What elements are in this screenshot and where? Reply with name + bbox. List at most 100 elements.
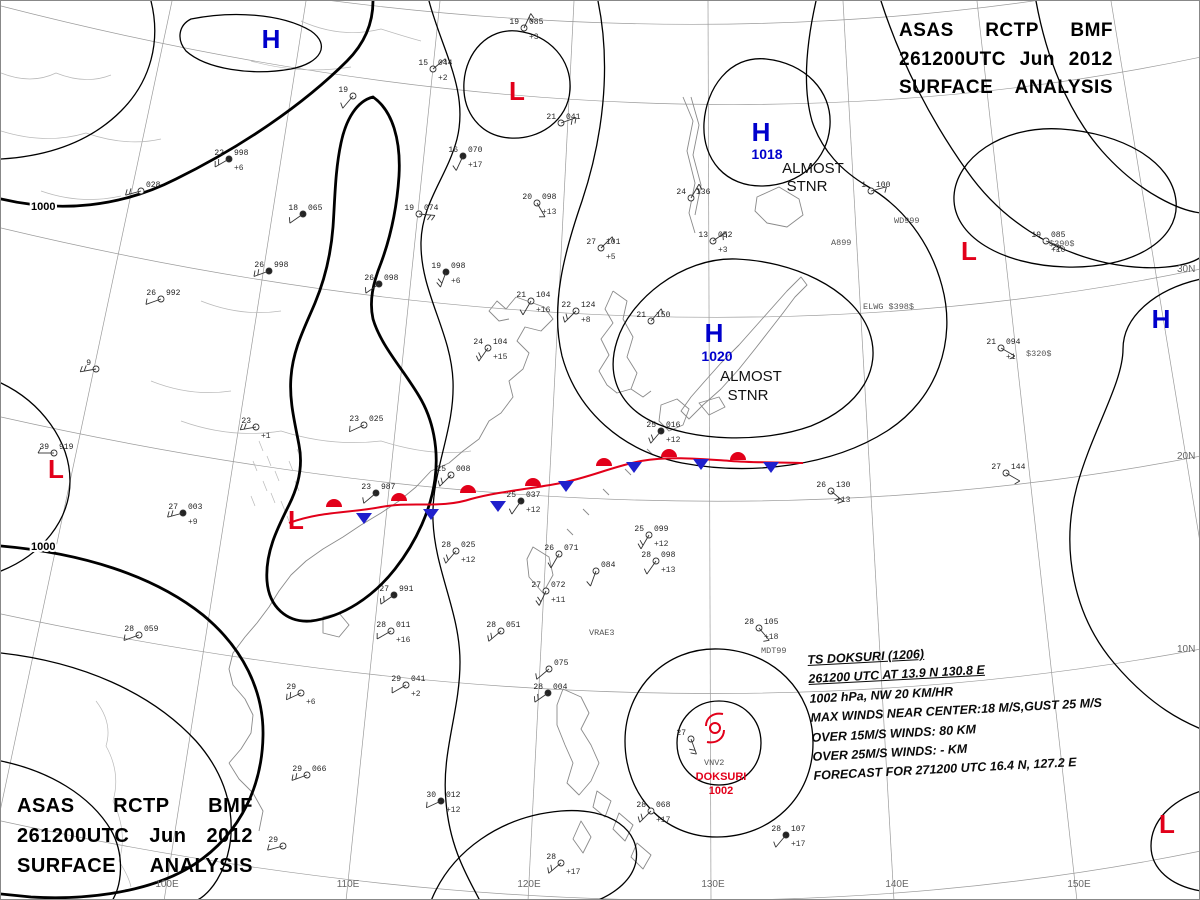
cold-front-marker [626, 462, 642, 473]
graticule-line [527, 1, 575, 899]
svg-text:150: 150 [656, 311, 671, 320]
station-plot: 22 998 +6 [214, 149, 248, 173]
terrain-line [180, 420, 472, 453]
svg-text:025: 025 [461, 541, 476, 550]
station-plot: 27 144 [991, 463, 1026, 485]
isobar-thin [1, 382, 71, 572]
svg-text:008: 008 [456, 465, 471, 474]
svg-text:066: 066 [312, 765, 327, 774]
svg-text:+12: +12 [526, 506, 541, 515]
isobar-thin [1069, 278, 1199, 729]
svg-text:074: 074 [424, 204, 439, 213]
station-plot: 25 016 +12 [646, 421, 680, 445]
svg-text:+17: +17 [566, 868, 581, 877]
svg-text:044: 044 [438, 59, 453, 68]
svg-text:28: 28 [546, 853, 556, 862]
svg-text:+12: +12 [446, 806, 461, 815]
svg-text:998: 998 [234, 149, 249, 158]
svg-text:998: 998 [274, 261, 289, 270]
graticule-line [842, 1, 895, 899]
high-pressure-symbol: H [752, 117, 771, 147]
svg-text:+17: +17 [791, 840, 806, 849]
station-plot: 26 992 [145, 289, 181, 305]
graticule-line [163, 1, 307, 899]
svg-text:29: 29 [292, 765, 302, 774]
svg-text:28: 28 [486, 621, 496, 630]
station-plot: 27 101 +5 [586, 236, 621, 262]
svg-text:052: 052 [718, 231, 733, 240]
station-plot: 19 074 [404, 204, 439, 221]
annotation-text: WD999 [894, 216, 920, 226]
svg-text:+12: +12 [461, 556, 476, 565]
svg-text:13: 13 [698, 231, 708, 240]
station-plot: 084 [586, 561, 616, 587]
station-plot: 075 [535, 659, 569, 680]
title-block-bottom-left: ASAS RCTP BMF 261200UTC Jun 2012 SURFACE ANAL… [17, 791, 253, 881]
station-plot: 25 099 +12 [634, 525, 669, 550]
svg-text:070: 070 [468, 146, 483, 155]
cold-front-marker [356, 513, 372, 524]
svg-text:094: 094 [1006, 338, 1021, 347]
svg-text:011: 011 [396, 621, 411, 630]
svg-text:19: 19 [404, 204, 414, 213]
svg-text:+8: +8 [581, 316, 591, 325]
svg-text:098: 098 [661, 551, 676, 560]
high-pressure-symbol: H [1152, 304, 1171, 334]
system-label: ALMOST [782, 160, 844, 177]
svg-text:28: 28 [641, 551, 651, 560]
isobar-thin [420, 1, 480, 899]
terrain-line [200, 300, 282, 313]
longitude-label: 100E [155, 879, 179, 890]
station-plot: 21 094 +1 [986, 338, 1020, 362]
svg-text:15: 15 [418, 59, 428, 68]
station-plot: 26 130 +13 [816, 481, 850, 505]
graticule-line [345, 1, 441, 899]
station-plot: 29 [267, 836, 287, 851]
annotation-text: VRAE3 [589, 628, 615, 638]
coastline [698, 396, 726, 416]
isobar-value-label: 1000 [31, 201, 55, 213]
svg-text:28: 28 [441, 541, 451, 550]
graticule-line [1, 613, 1199, 694]
high-pressure-symbol: H [705, 318, 724, 348]
svg-text:105: 105 [764, 618, 779, 627]
annotation-text: $320$ [1026, 349, 1052, 359]
svg-text:068: 068 [656, 801, 671, 810]
low-pressure-symbol: L [961, 236, 977, 266]
chart-type-line: SURFACE ANALYSIS [899, 77, 1113, 98]
station-plot: 21 150 [636, 308, 671, 325]
svg-text:29: 29 [391, 675, 401, 684]
svg-text:1: 1 [861, 181, 866, 190]
system-label: STNR [728, 387, 769, 404]
chart-id-line: ASAS RCTP BMF [17, 795, 253, 817]
system-label: STNR [787, 178, 828, 195]
station-plot: 28 004 [533, 683, 568, 703]
svg-text:107: 107 [791, 825, 806, 834]
svg-text:098: 098 [451, 262, 466, 271]
station-plot: 19 098 +6 [431, 262, 466, 288]
station-plot: 26 098 [364, 274, 399, 294]
svg-text:101: 101 [606, 238, 621, 247]
svg-text:19: 19 [509, 18, 519, 27]
annotation-text: MDT99 [761, 646, 787, 656]
svg-text:27: 27 [531, 581, 541, 590]
annotation-text: A899 [831, 238, 851, 248]
station-plot: 19 085 +10 [1031, 231, 1065, 255]
stationary-front [288, 449, 804, 524]
station-plot: 19 085 +3 [509, 13, 544, 42]
svg-text:037: 037 [526, 491, 541, 500]
station-plot: 39 919 [37, 443, 74, 457]
station-plot: 27 991 [379, 585, 414, 605]
svg-text:23: 23 [349, 415, 359, 424]
cold-front-marker [693, 459, 709, 470]
svg-text:+18: +18 [764, 633, 779, 642]
coastline [658, 398, 690, 432]
station-plot: 28 025 +12 [441, 541, 475, 565]
low-pressure-symbol: L [288, 505, 304, 535]
svg-text:084: 084 [601, 561, 616, 570]
svg-text:041: 041 [411, 675, 426, 684]
isobar-thin [676, 700, 762, 786]
svg-text:+2: +2 [438, 74, 448, 83]
